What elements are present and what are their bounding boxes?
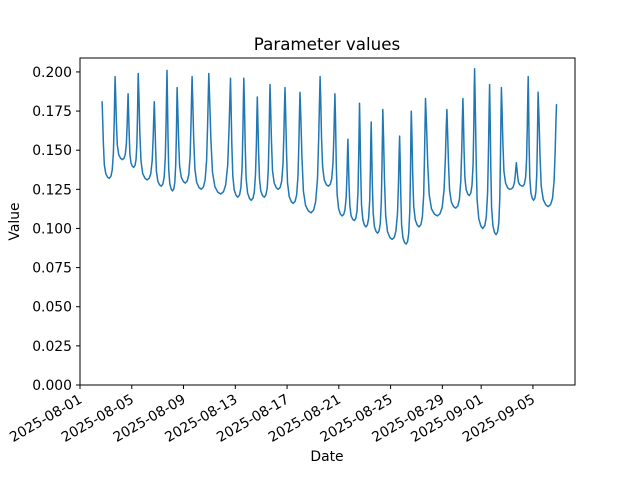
y-tick-label: 0.075 (32, 261, 72, 277)
chart-title: Parameter values (254, 34, 400, 54)
y-tick-label: 0.050 (32, 300, 72, 316)
y-tick-label: 0.175 (32, 104, 72, 120)
y-tick-label: 0.100 (32, 221, 72, 237)
y-axis-label: Value (7, 202, 23, 240)
y-tick-label: 0.025 (32, 339, 72, 355)
y-tick-label: 0.150 (32, 143, 72, 159)
y-tick-label: 0.125 (32, 182, 72, 198)
plot-frame (79, 57, 576, 386)
x-axis-label: Date (310, 449, 343, 465)
data-line (101, 68, 558, 245)
y-tick-label: 0.000 (32, 378, 72, 394)
y-tick-label: 0.200 (32, 65, 72, 81)
